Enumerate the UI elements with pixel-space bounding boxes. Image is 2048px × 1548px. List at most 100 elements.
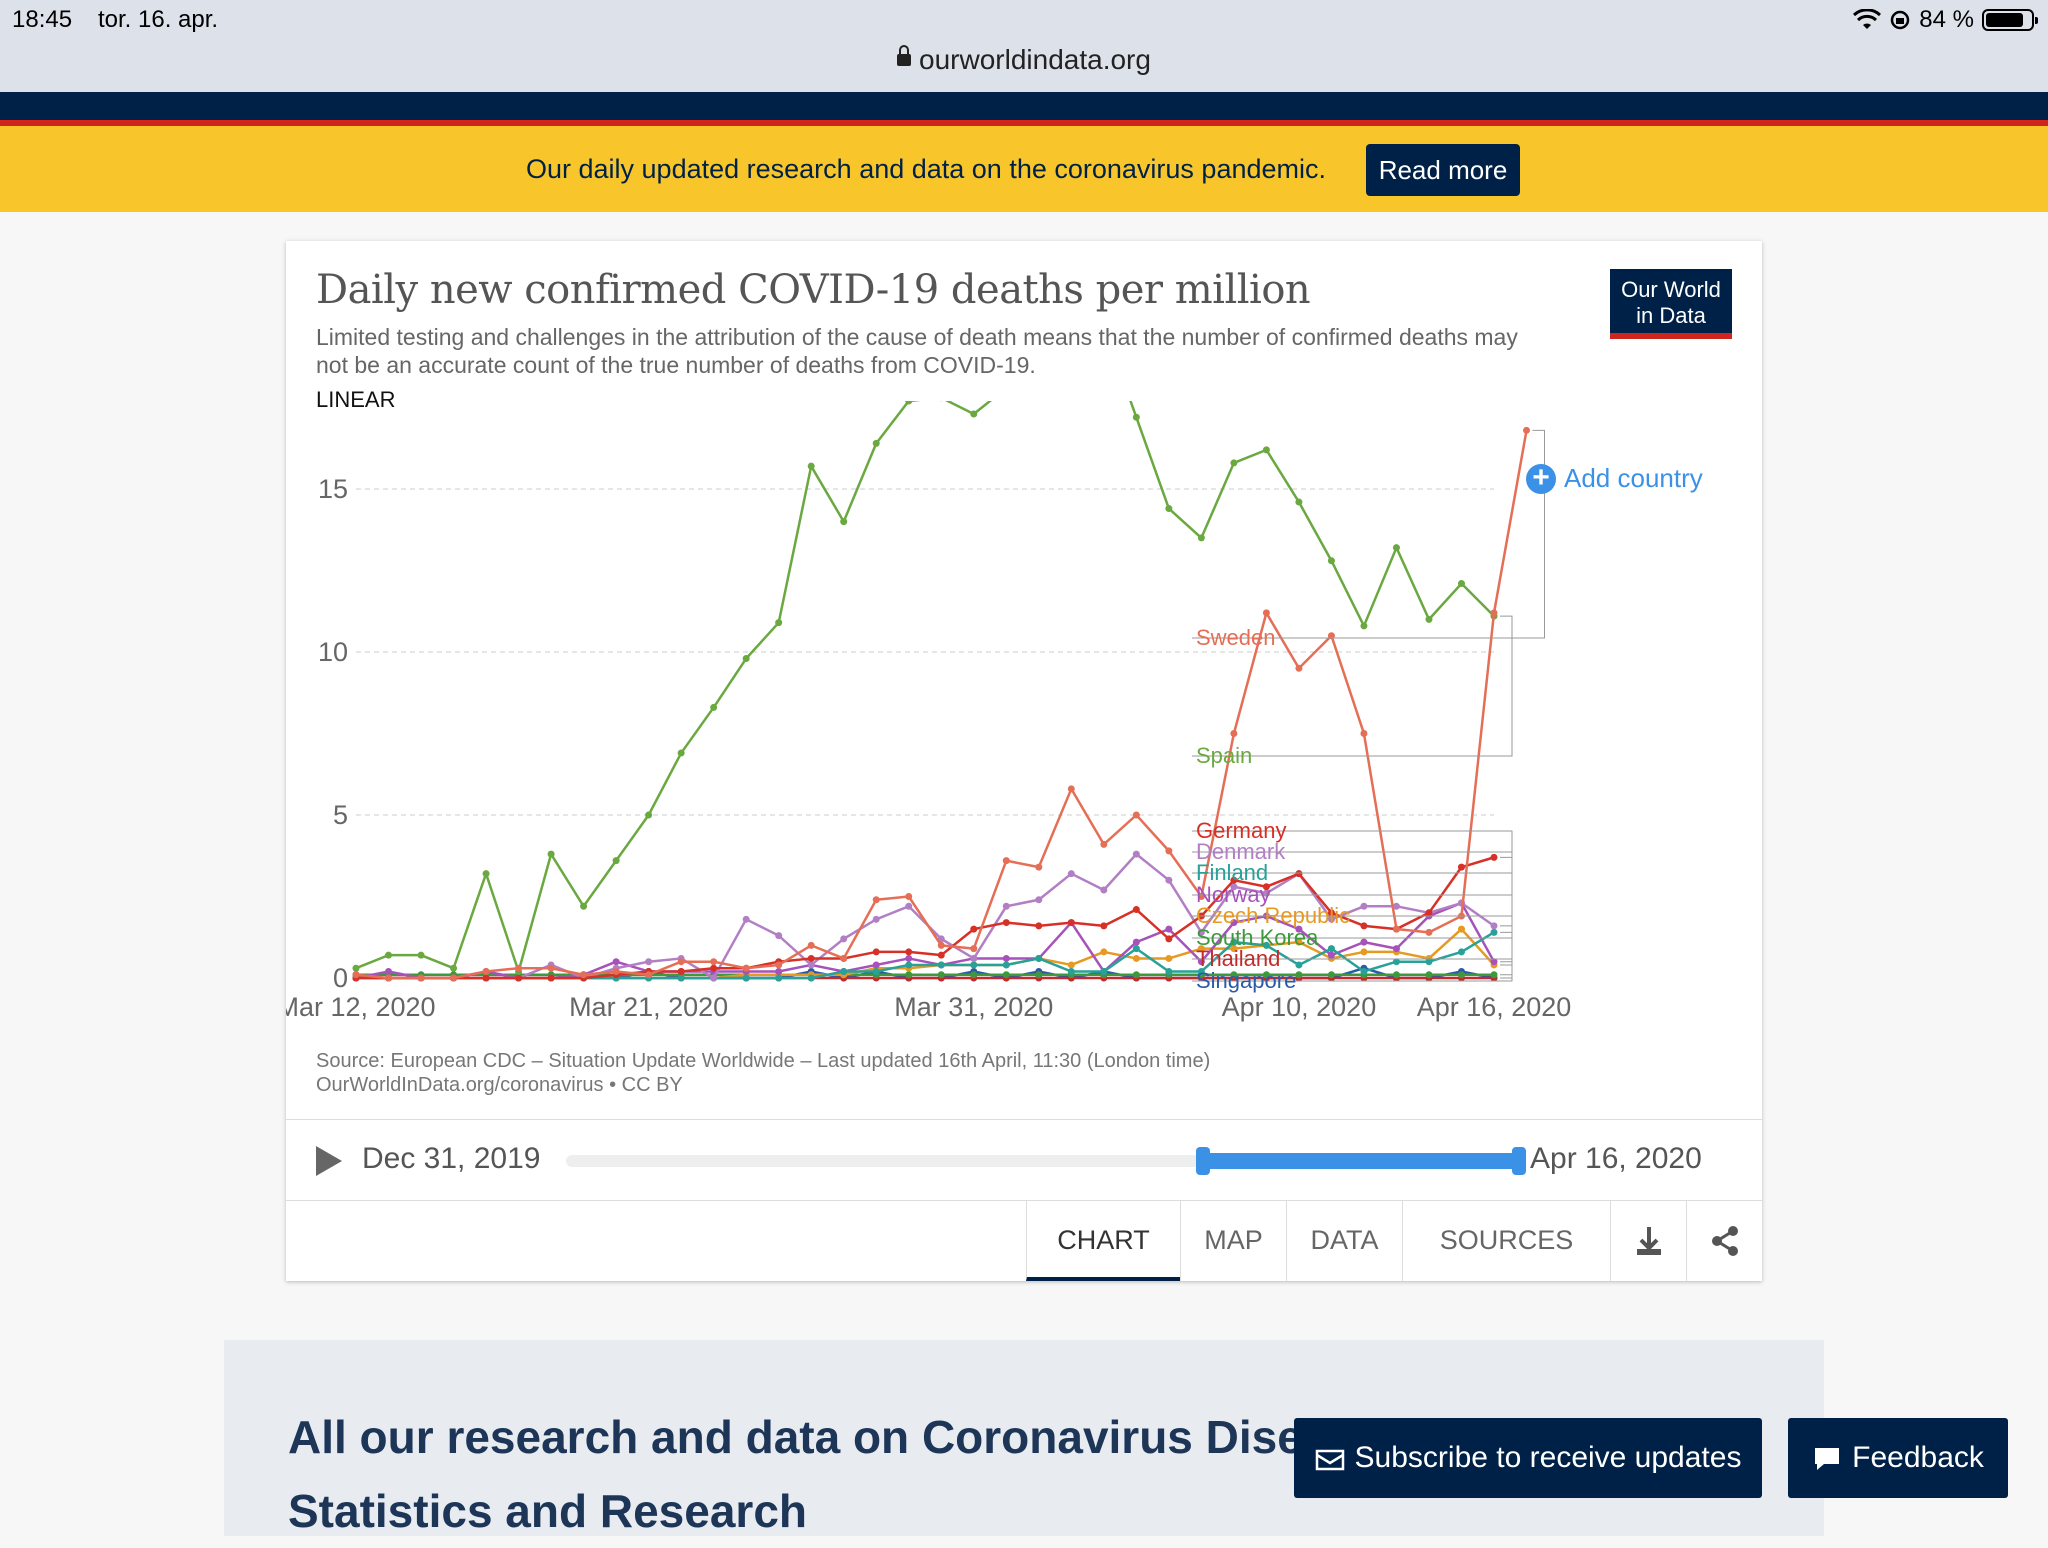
read-more-button[interactable]: Read more <box>1366 144 1520 196</box>
data-point <box>385 968 392 975</box>
tab-sources[interactable]: SOURCES <box>1402 1201 1610 1281</box>
x-tick-label: Mar 12, 2020 <box>286 992 436 1022</box>
data-point <box>1263 446 1270 453</box>
legend-connector <box>1192 430 1545 638</box>
data-point <box>1491 609 1498 616</box>
data-point <box>938 961 945 968</box>
data-point <box>548 975 555 982</box>
data-point <box>1295 665 1302 672</box>
timeline-end-handle[interactable] <box>1512 1147 1526 1175</box>
data-point <box>1458 971 1465 978</box>
data-point <box>1165 935 1172 942</box>
announcement-banner: Our daily updated research and data on t… <box>0 126 2048 212</box>
owid-logo[interactable]: Our World in Data <box>1610 269 1732 339</box>
data-point <box>1003 903 1010 910</box>
data-point <box>1360 903 1367 910</box>
download-icon <box>1611 1201 1687 1281</box>
data-point <box>580 903 587 910</box>
data-point <box>808 942 815 949</box>
data-point <box>385 952 392 959</box>
data-point <box>1100 948 1107 955</box>
data-point <box>1230 730 1237 737</box>
data-point <box>808 463 815 470</box>
data-point <box>1068 870 1075 877</box>
data-point <box>450 975 457 982</box>
tab-chart[interactable]: CHART <box>1026 1201 1180 1281</box>
feedback-label: Feedback <box>1852 1441 1984 1474</box>
chart-title: Daily new confirmed COVID-19 deaths per … <box>316 267 1310 313</box>
data-point <box>1100 968 1107 975</box>
timeline: Dec 31, 2019 Apr 16, 2020 <box>286 1119 1762 1201</box>
data-point <box>840 968 847 975</box>
tab-data[interactable]: DATA <box>1286 1201 1402 1281</box>
legend-label-sweden: Sweden <box>1196 625 1276 650</box>
source-line-2[interactable]: OurWorldInData.org/coronavirus • CC BY <box>316 1073 1210 1097</box>
share-icon <box>1687 1201 1763 1281</box>
play-icon[interactable] <box>316 1146 342 1176</box>
data-point <box>645 958 652 965</box>
data-point <box>1100 922 1107 929</box>
status-indicators: 84 % <box>1853 6 2034 34</box>
subscribe-label: Subscribe to receive updates <box>1355 1441 1742 1474</box>
data-point <box>1328 952 1335 959</box>
site-nav-bar <box>0 92 2048 120</box>
data-point <box>970 926 977 933</box>
feedback-button[interactable]: Feedback <box>1788 1418 2008 1498</box>
data-point <box>743 916 750 923</box>
data-point <box>1328 945 1335 952</box>
data-point <box>905 971 912 978</box>
data-point <box>548 965 555 972</box>
chart-subtitle: Limited testing and challenges in the at… <box>316 323 1536 379</box>
data-point <box>873 961 880 968</box>
data-point <box>840 935 847 942</box>
data-point <box>645 812 652 819</box>
data-point <box>1165 926 1172 933</box>
status-time: 18:45 <box>12 6 72 34</box>
data-point <box>905 893 912 900</box>
data-point <box>1491 854 1498 861</box>
data-point <box>483 870 490 877</box>
data-point <box>483 968 490 975</box>
address-bar[interactable]: ourworldindata.org <box>0 44 2048 76</box>
y-tick-label: 5 <box>333 800 348 830</box>
banner-text: Our daily updated research and data on t… <box>526 154 1326 185</box>
data-point <box>1360 622 1367 629</box>
data-point <box>775 932 782 939</box>
data-point <box>1295 499 1302 506</box>
data-point <box>1133 851 1140 858</box>
data-point <box>1491 922 1498 929</box>
data-point <box>1263 609 1270 616</box>
data-point <box>1165 847 1172 854</box>
battery-icon <box>1982 9 2034 31</box>
data-point <box>710 975 717 982</box>
series-line-singapore <box>356 968 1494 978</box>
data-point <box>1360 968 1367 975</box>
lock-icon <box>897 54 911 66</box>
data-point <box>710 958 717 965</box>
series-line-sweden <box>356 430 1527 978</box>
data-point <box>613 857 620 864</box>
timeline-start-handle[interactable] <box>1196 1147 1210 1175</box>
subscribe-button[interactable]: Subscribe to receive updates <box>1294 1418 1762 1498</box>
data-point <box>1068 961 1075 968</box>
data-point <box>1360 922 1367 929</box>
data-point <box>710 965 717 972</box>
data-point <box>1360 948 1367 955</box>
data-point <box>1133 955 1140 962</box>
x-tick-label: Apr 10, 2020 <box>1222 992 1377 1022</box>
y-tick-label: 0 <box>333 963 348 993</box>
data-point <box>743 965 750 972</box>
data-point <box>1068 919 1075 926</box>
data-point <box>678 975 685 982</box>
share-button[interactable] <box>1686 1201 1762 1281</box>
data-point <box>1393 544 1400 551</box>
download-button[interactable] <box>1610 1201 1686 1281</box>
timeline-selected-range[interactable] <box>1202 1153 1526 1169</box>
tab-map[interactable]: MAP <box>1180 1201 1286 1281</box>
data-point <box>678 958 685 965</box>
data-point <box>873 968 880 975</box>
data-point <box>873 896 880 903</box>
data-point <box>1198 534 1205 541</box>
add-country-button[interactable]: + Add country <box>1526 463 1703 494</box>
